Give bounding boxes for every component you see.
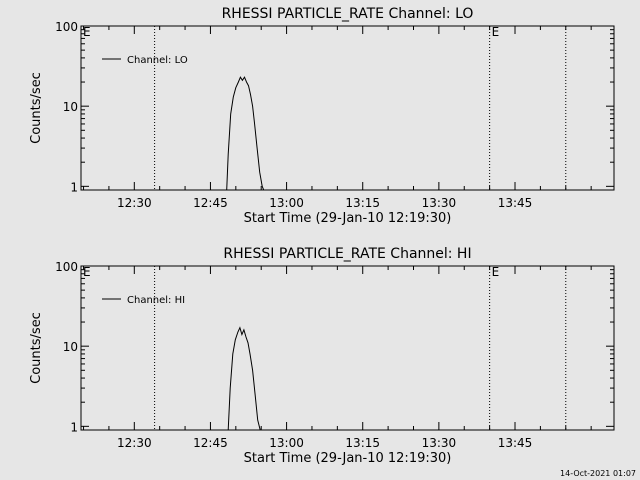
x-tick-label: 13:15 <box>345 196 380 210</box>
plot-frame <box>80 265 615 431</box>
x-tick-label: 13:45 <box>498 436 533 450</box>
plot-frame <box>80 25 615 191</box>
event-marker: E <box>492 265 500 279</box>
x-axis-label: Start Time (29-Jan-10 12:19:30) <box>244 211 452 226</box>
y-tick-label: 1 <box>70 420 78 434</box>
y-axis-label: Counts/sec <box>29 312 44 384</box>
y-tick-label: 100 <box>55 20 78 34</box>
x-tick-label: 13:30 <box>422 436 457 450</box>
y-tick-label: 1 <box>70 180 78 194</box>
footer-timestamp: 14-Oct-2021 01:07 <box>560 469 636 478</box>
legend-label: Channel: HI <box>127 295 185 306</box>
x-tick-label: 12:30 <box>117 196 152 210</box>
x-tick-label: 12:45 <box>193 196 228 210</box>
legend-label: Channel: LO <box>127 55 188 66</box>
y-tick-label: 100 <box>55 260 78 274</box>
chart-title: RHESSI PARTICLE_RATE Channel: HI <box>223 246 471 262</box>
x-tick-label: 13:00 <box>269 196 304 210</box>
chart-title: RHESSI PARTICLE_RATE Channel: LO <box>222 6 474 22</box>
event-marker: E <box>83 25 91 39</box>
series-line-0 <box>227 326 261 431</box>
y-tick-label: 10 <box>63 100 78 114</box>
event-marker: E <box>83 265 91 279</box>
x-tick-label: 13:30 <box>422 196 457 210</box>
x-tick-label: 13:45 <box>498 196 533 210</box>
x-tick-label: 12:30 <box>117 436 152 450</box>
series-line-0 <box>226 76 265 191</box>
chart-panel-hi: RHESSI PARTICLE_RATE Channel: HI E E 12:30 1… <box>29 246 615 466</box>
x-tick-label: 12:45 <box>193 436 228 450</box>
event-marker: E <box>492 25 500 39</box>
x-axis-label: Start Time (29-Jan-10 12:19:30) <box>244 451 452 466</box>
y-axis-label: Counts/sec <box>29 72 44 144</box>
x-tick-label: 13:00 <box>269 436 304 450</box>
y-tick-label: 10 <box>63 340 78 354</box>
x-tick-label: 13:15 <box>345 436 380 450</box>
chart-panel-lo: RHESSI PARTICLE_RATE Channel: LO E E 12:30 1… <box>29 6 615 226</box>
